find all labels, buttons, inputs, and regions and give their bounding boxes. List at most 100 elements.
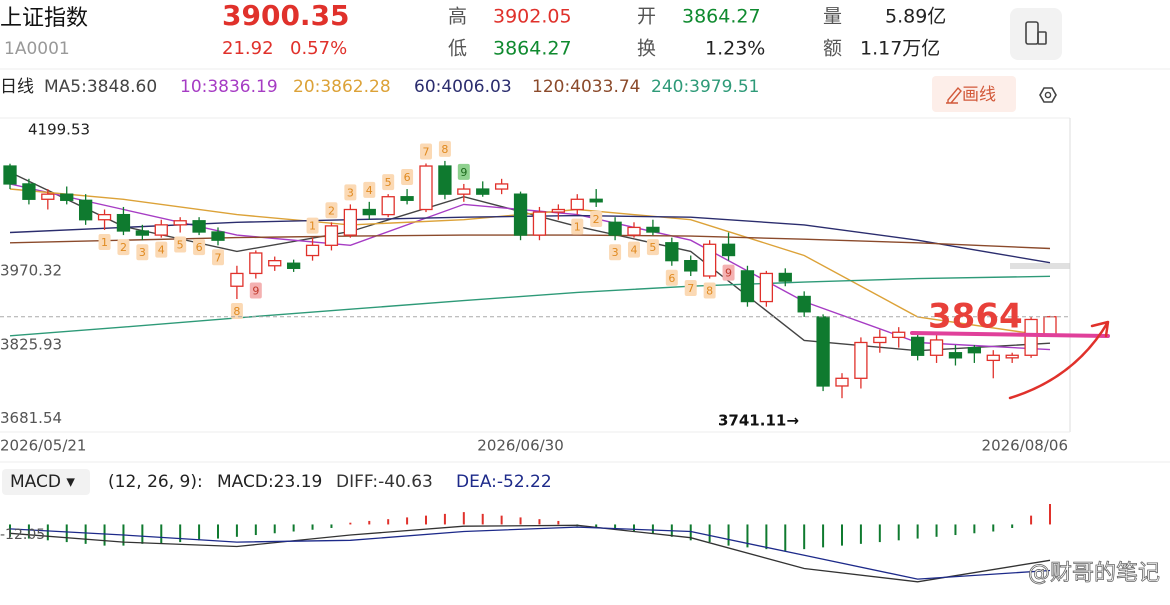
- td-label: 3: [612, 246, 619, 259]
- td-label: 6: [668, 272, 675, 285]
- td-label: 5: [649, 241, 656, 254]
- switch-button[interactable]: [1010, 8, 1062, 60]
- td-badge: [249, 282, 262, 299]
- td-badge: [193, 239, 206, 256]
- stat-label: 量: [823, 6, 842, 28]
- candle-body: [816, 316, 830, 387]
- draw-button-label: 画线: [962, 85, 996, 105]
- panel-title: MACD ▾: [10, 472, 75, 492]
- candle-body: [835, 377, 849, 387]
- td-badge: [155, 241, 168, 258]
- index-name: 上证指数: [0, 6, 88, 31]
- td-badge: [230, 303, 243, 320]
- td-badge: [136, 244, 149, 261]
- legend-entry: MACD:23.19: [217, 472, 322, 492]
- candle-body: [343, 208, 358, 236]
- td-badge: [609, 244, 622, 261]
- candle-body: [986, 354, 1000, 362]
- index-code: 1A0001: [4, 39, 70, 59]
- line: [9, 183, 1051, 351]
- td-badge: [344, 184, 357, 201]
- td-label: 7: [687, 282, 694, 295]
- candle-body: [286, 262, 301, 269]
- candle-body: [646, 226, 660, 233]
- candle-body: [1024, 318, 1038, 356]
- period: 日线: [0, 77, 34, 97]
- td-label: 1: [574, 221, 581, 234]
- td-label: 1: [309, 220, 316, 233]
- td-label: 9: [725, 267, 732, 280]
- plot: 3970.32 3825.93 3681.54 2026/05/21 2026/06/3…: [0, 77, 1070, 583]
- td-label: 3: [139, 246, 146, 259]
- stat-label: 高: [448, 6, 467, 28]
- candle-body: [532, 211, 547, 236]
- stat-value: 3902.05: [493, 6, 572, 28]
- td-label: 7: [423, 145, 430, 158]
- td-label: 9: [460, 166, 467, 179]
- stat-label: 开: [637, 6, 656, 28]
- candle-body: [910, 336, 925, 356]
- pencil-icon: [946, 86, 962, 104]
- legend-entry: 20:3862.28: [293, 77, 391, 97]
- stat-value: 3864.27: [682, 6, 761, 28]
- candle-body: [1005, 354, 1019, 359]
- candle-body: [22, 183, 36, 200]
- candle-body: [1043, 316, 1057, 336]
- candle-body: [381, 196, 395, 216]
- candle-body: [684, 260, 698, 272]
- td-badge: [117, 239, 130, 256]
- stat-label: 换: [637, 38, 656, 60]
- macd-selector[interactable]: [2, 469, 90, 495]
- legend-entry: MA5:3848.60: [44, 77, 157, 97]
- td-label: 7: [215, 251, 222, 264]
- candle-body: [892, 331, 906, 339]
- hand-line: [910, 331, 1110, 338]
- candle-body: [494, 183, 509, 190]
- td-badge: [325, 202, 338, 219]
- panel-params: (12, 26, 9):: [108, 472, 203, 492]
- candle-body: [797, 295, 811, 313]
- stat-label: 额: [823, 38, 842, 60]
- td-badge: [438, 140, 451, 157]
- td-badge: [382, 174, 395, 191]
- td-label: 8: [441, 143, 448, 156]
- legend-entry: DIFF:-40.63: [336, 472, 433, 492]
- candle-body: [873, 336, 887, 344]
- y-tick-label: -12.05: [0, 527, 45, 543]
- legend-entry: DEA:-52.22: [456, 472, 552, 492]
- td-label: 2: [593, 213, 600, 226]
- phone-icon: [1037, 31, 1047, 45]
- candle-body: [3, 165, 17, 185]
- settings-icon[interactable]: [1039, 87, 1057, 103]
- td-badge: [628, 241, 640, 258]
- candle-body: [135, 230, 150, 236]
- candle-body: [778, 272, 792, 282]
- candle-body: [305, 244, 320, 257]
- candle-body: [476, 188, 490, 195]
- td-label: 5: [385, 176, 392, 189]
- candle-body: [948, 352, 963, 359]
- candle-body: [173, 220, 187, 226]
- candle-body: [759, 272, 774, 303]
- td-badge: [646, 239, 659, 256]
- candle-body: [78, 199, 93, 221]
- candle-body: [967, 346, 982, 354]
- candle-body: [154, 224, 168, 236]
- td-badge: [420, 143, 432, 160]
- td-badge: [98, 233, 111, 250]
- candle-body: [60, 193, 74, 201]
- y-tick-label: 3681.54: [0, 409, 62, 427]
- td-label: 5: [177, 239, 184, 252]
- x-tick-label: 2026/08/06: [982, 437, 1068, 455]
- stat-value: 1.23%: [705, 38, 765, 60]
- td-badge: [174, 236, 187, 253]
- td-label: 4: [158, 244, 165, 257]
- td-badge: [306, 217, 319, 234]
- td-badge: [665, 269, 678, 286]
- annotation: 4199.53: [28, 121, 90, 139]
- td-label: 8: [706, 285, 713, 298]
- candle-body: [268, 260, 282, 267]
- td-badge: [363, 181, 376, 198]
